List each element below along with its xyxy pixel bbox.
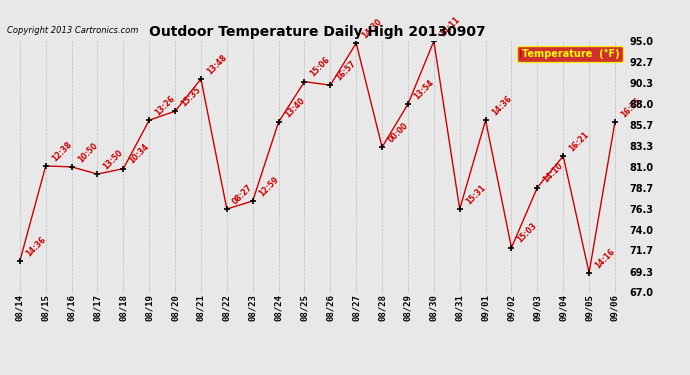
Text: 15:35: 15:35 <box>179 85 202 108</box>
Text: 00:00: 00:00 <box>386 121 410 144</box>
Text: 13:50: 13:50 <box>101 148 125 171</box>
Text: 15:06: 15:06 <box>308 56 332 79</box>
Text: 13:40: 13:40 <box>283 96 306 119</box>
Text: 14:30: 14:30 <box>360 17 384 40</box>
Text: 13:26: 13:26 <box>153 94 177 117</box>
Text: 15:31: 15:31 <box>464 183 487 206</box>
Text: 13:48: 13:48 <box>205 53 228 76</box>
Text: Copyright 2013 Cartronics.com: Copyright 2013 Cartronics.com <box>7 26 138 35</box>
Text: 16:57: 16:57 <box>335 59 358 82</box>
Text: 14:36: 14:36 <box>24 235 48 258</box>
Text: 13:54: 13:54 <box>412 78 435 101</box>
Text: 12:38: 12:38 <box>50 140 73 163</box>
Text: 10:50: 10:50 <box>76 141 99 164</box>
Legend: Temperature  (°F): Temperature (°F) <box>517 46 623 62</box>
Text: 14:10: 14:10 <box>542 161 565 185</box>
Text: 16:15: 16:15 <box>619 96 642 119</box>
Text: 16:21: 16:21 <box>567 130 591 153</box>
Text: 08:27: 08:27 <box>231 183 255 206</box>
Title: Outdoor Temperature Daily High 20130907: Outdoor Temperature Daily High 20130907 <box>149 25 486 39</box>
Text: 12:59: 12:59 <box>257 175 280 198</box>
Text: 10:34: 10:34 <box>128 142 151 166</box>
Text: 15:03: 15:03 <box>515 222 539 245</box>
Text: 14:11: 14:11 <box>438 15 462 39</box>
Text: 14:36: 14:36 <box>490 94 513 117</box>
Text: 14:16: 14:16 <box>593 246 617 270</box>
